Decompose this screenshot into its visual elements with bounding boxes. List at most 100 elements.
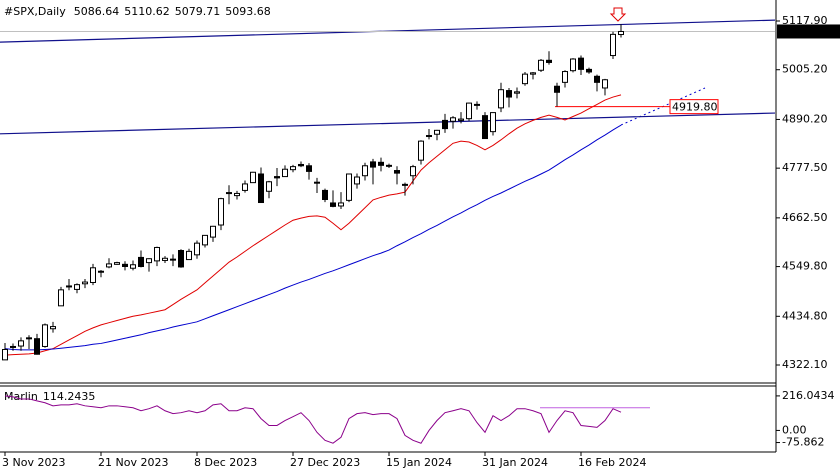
candle-body [314,181,320,184]
candle-body [562,71,568,83]
y-tick-label: 5117.90 [782,14,828,27]
candle-body [250,171,256,184]
candle-body [154,246,160,262]
candle-body [346,173,352,201]
x-tick-label: 21 Nov 2023 [98,456,168,469]
candle-body [362,165,368,177]
x-tick-label: 16 Feb 2024 [578,456,646,469]
candle-body [122,263,128,267]
candle-body [402,183,408,186]
y-tick-label: 4434.80 [782,309,828,322]
candle-body [274,176,280,179]
indicator-name: Marlin [4,390,38,403]
candle-body [522,73,528,85]
candle-body [42,324,48,347]
candle-body [2,348,8,361]
x-tick-label: 27 Dec 2023 [290,456,360,469]
candle-body [226,192,232,195]
header-high: 5110.62 [124,5,170,18]
candle-body [322,189,328,200]
candle-body [210,225,216,238]
level-label: 4919.80 [672,101,718,114]
y-tick-label: 5005.20 [782,63,828,76]
channel-line [0,112,776,135]
y-tick-label: 4662.50 [782,211,828,224]
candle-body [370,161,376,168]
candle-body [50,326,56,330]
candle-body [178,250,184,268]
candle-body [442,119,448,130]
x-tick-label: 15 Jan 2024 [386,456,452,469]
candle-body [594,75,600,83]
candle-body [506,90,512,98]
candle-body [282,168,288,178]
y-tick-label: 4890.20 [782,112,828,125]
indicator-line [4,395,622,444]
candle-body [258,173,264,204]
candle-body [386,164,392,167]
candle-body [194,242,200,256]
candle-body [426,135,432,138]
candle-body [26,337,32,340]
header-low: 5079.71 [175,5,221,18]
candle-body [298,163,304,167]
candle-body [578,57,584,70]
candle-body [434,129,440,135]
candle-body [418,140,424,161]
candle-body [10,345,16,348]
candle-body [490,112,496,133]
candle-body [18,340,24,347]
candle-body [458,118,464,121]
candle-body [98,270,104,273]
price-tag-label: 5093.68 [782,25,828,38]
candle-body [482,115,488,140]
candle-body [138,256,144,267]
candle-body [450,117,456,122]
candle-body [90,267,96,283]
chart-header: #SPX,Daily 5086.64 5110.62 5079.71 5093.68 [4,5,271,18]
candle-body [466,102,472,120]
candle-body [266,181,272,192]
candle-body [530,72,536,75]
y-tick-label: 4322.10 [782,358,828,371]
candle-body [306,165,312,172]
moving-average [4,94,622,356]
candle-body [66,285,72,288]
candle-body [602,79,608,89]
indicator-tick-label: -75.862 [782,436,824,449]
candle-body [202,234,208,246]
candle-body [170,258,176,261]
candle-body [546,59,552,63]
candle-body [218,198,224,226]
candle-body [610,33,616,57]
candle-body [242,183,248,191]
candle-body [410,166,416,177]
indicator-tick-label: 216.0434 [782,389,835,402]
candle-body [538,59,544,71]
level-box [669,99,719,115]
candle-body [58,289,64,307]
header-close: 5093.68 [225,5,271,18]
candle-body [114,262,120,265]
candle-body [554,85,560,93]
candle-body [162,257,168,261]
candle-body [514,91,520,94]
y-tick-label: 4777.50 [782,161,828,174]
x-tick-label: 31 Jan 2024 [482,456,548,469]
x-tick-label: 8 Dec 2023 [194,456,257,469]
indicator-header: Marlin 114.2435 [4,390,95,403]
candle-body [146,258,152,264]
candle-body [330,202,336,207]
candle-body [498,89,504,109]
candle-body [338,202,344,207]
candle-body [34,338,40,355]
candle-body [234,192,240,197]
indicator-tick-label: 0.00 [782,423,807,436]
candle-body [130,264,136,269]
indicator-value: 114.2435 [43,390,96,403]
signal-arrow [609,7,627,22]
candle-body [186,250,192,261]
